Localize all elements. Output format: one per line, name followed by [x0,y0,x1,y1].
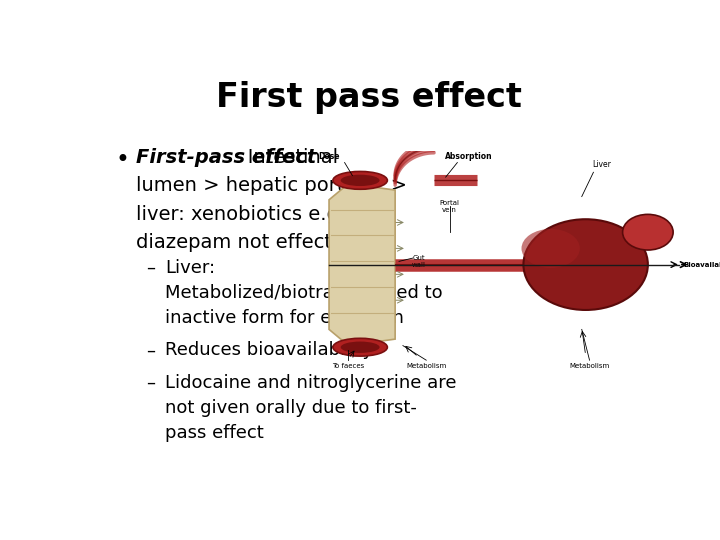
Text: Bioavailability: Bioavailability [683,261,720,268]
Text: liver: xenobiotics e.g.: liver: xenobiotics e.g. [136,205,345,224]
Text: First-pass effect: First-pass effect [136,148,316,167]
Text: Absorption: Absorption [445,152,492,161]
Text: •: • [115,148,129,172]
Polygon shape [329,184,395,346]
Ellipse shape [333,338,387,356]
Ellipse shape [333,172,387,190]
Text: –: – [145,259,155,277]
Ellipse shape [523,219,648,310]
Text: Metabolism: Metabolism [406,363,446,369]
Text: To faeces: To faeces [333,363,364,369]
Text: not given orally due to first-: not given orally due to first- [166,399,417,417]
Text: Metabolism: Metabolism [570,363,610,369]
Ellipse shape [341,342,379,353]
Text: : Intestinal: : Intestinal [235,148,338,167]
Text: –: – [145,374,155,391]
Text: Liver:: Liver: [166,259,215,277]
Text: Reduces bioavailability: Reduces bioavailability [166,341,374,359]
Text: pass effect: pass effect [166,424,264,442]
Text: inactive form for excretion: inactive form for excretion [166,309,404,327]
Text: Lidocaine and nitroglycerine are: Lidocaine and nitroglycerine are [166,374,456,391]
Text: lumen > hepatic portal v. >: lumen > hepatic portal v. > [136,176,407,195]
Text: Dose: Dose [318,152,340,161]
Text: Gut
wall: Gut wall [411,255,426,268]
Text: Portal
vein: Portal vein [440,200,459,213]
Ellipse shape [623,214,673,250]
Text: diazepam not effective PO: diazepam not effective PO [136,233,394,252]
Text: First pass effect: First pass effect [216,82,522,114]
Text: Metabolized/biotransformed to: Metabolized/biotransformed to [166,284,443,302]
Text: –: – [145,341,155,359]
Text: Liver: Liver [592,160,611,170]
Ellipse shape [521,229,580,268]
Ellipse shape [341,175,379,186]
